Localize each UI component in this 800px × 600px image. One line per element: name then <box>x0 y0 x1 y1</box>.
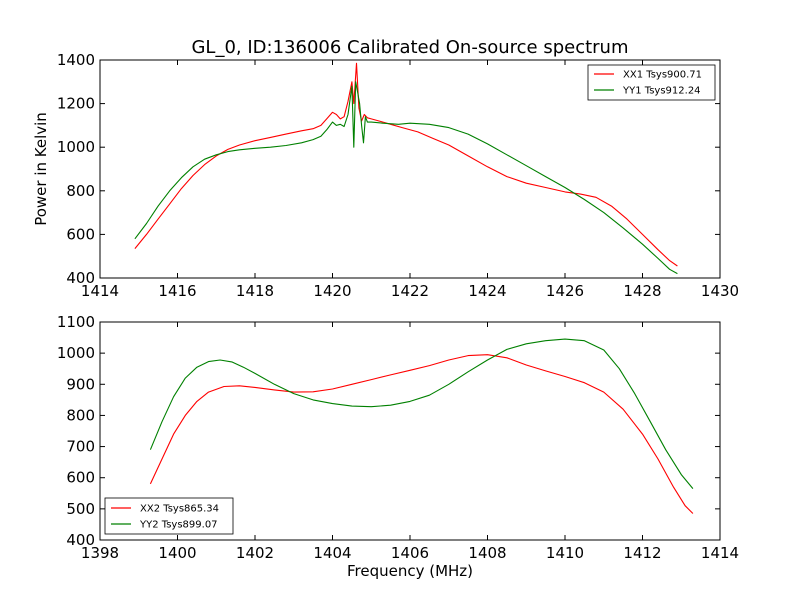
top-series-line-1 <box>134 62 678 267</box>
top-chart-title: GL_0, ID:136006 Calibrated On-source spe… <box>191 37 628 58</box>
bottom-series-line-1 <box>149 354 694 514</box>
bottom-x-tick-label: 1408 <box>468 544 506 562</box>
bottom-x-tick-label: 1398 <box>81 544 119 562</box>
top-x-tick-label: 1414 <box>81 282 119 300</box>
bottom-legend-label-xx2: XX2 Tsys865.34 <box>140 504 219 515</box>
top-y-tick-label: 400 <box>66 269 95 287</box>
bottom-x-axis-label: Frequency (MHz) <box>347 562 473 580</box>
bottom-x-tick-label: 1414 <box>701 544 739 562</box>
bottom-legend: XX2 Tsys865.34 YY2 Tsys899.07 <box>104 497 234 535</box>
bottom-series-line-2 <box>149 338 694 489</box>
bottom-y-tick-label: 600 <box>66 469 95 487</box>
top-legend-label-xx1: XX1 Tsys900.71 <box>623 70 702 81</box>
top-y-tick-label: 1200 <box>57 95 95 113</box>
top-x-tick-label: 1430 <box>701 282 739 300</box>
bottom-x-tick-label: 1400 <box>158 544 196 562</box>
top-x-tick-label: 1416 <box>158 282 196 300</box>
top-y-tick-label: 1000 <box>57 138 95 156</box>
bottom-y-tick-label: 900 <box>66 375 95 393</box>
top-y-tick-label: 600 <box>66 225 95 243</box>
bottom-plot-frame <box>99 321 721 541</box>
top-legend: XX1 Tsys900.71 YY1 Tsys912.24 <box>587 64 716 101</box>
top-legend-label-yy1: YY1 Tsys912.24 <box>622 86 701 97</box>
top-y-axis-label: Power in Kelvin <box>32 112 50 226</box>
bottom-y-tick-label: 400 <box>66 531 95 549</box>
bottom-x-tick-label: 1404 <box>313 544 351 562</box>
top-y-tick-label: 1400 <box>57 51 95 69</box>
top-legend-box <box>587 64 716 101</box>
top-x-tick-label: 1428 <box>623 282 661 300</box>
top-series-layer <box>134 62 678 275</box>
top-x-tick-label: 1420 <box>313 282 351 300</box>
bottom-y-tick-label: 700 <box>66 438 95 456</box>
bottom-y-tick-label: 500 <box>66 500 95 518</box>
bottom-x-tick-label: 1412 <box>623 544 661 562</box>
top-spectrum-panel: GL_0, ID:136006 Calibrated On-source spe… <box>32 37 739 300</box>
top-tick-layer: 1414 1416 1418 1420 1422 1424 1426 1428 1430 400 6… <box>57 51 739 300</box>
bottom-spectrum-panel: Frequency (MHz) 1398 1400 1402 1404 1406 1408… <box>57 313 739 580</box>
top-x-tick-label: 1422 <box>391 282 429 300</box>
bottom-x-tick-label: 1410 <box>546 544 584 562</box>
bottom-x-tick-label: 1406 <box>391 544 429 562</box>
bottom-tick-layer: 1398 1400 1402 1404 1406 1408 1410 1412 1414 400 5… <box>57 313 739 562</box>
bottom-y-tick-label: 1000 <box>57 344 95 362</box>
bottom-legend-label-yy2: YY2 Tsys899.07 <box>139 520 218 531</box>
top-x-tick-label: 1424 <box>468 282 506 300</box>
bottom-x-tick-label: 1402 <box>236 544 274 562</box>
top-y-tick-label: 800 <box>66 182 95 200</box>
bottom-y-tick-label: 800 <box>66 406 95 424</box>
top-x-tick-label: 1426 <box>546 282 584 300</box>
bottom-y-tick-label: 1100 <box>57 313 95 331</box>
bottom-legend-box <box>104 497 234 535</box>
top-series-line-2 <box>134 81 678 275</box>
bottom-series-layer <box>149 338 694 514</box>
top-plot-frame <box>99 59 721 279</box>
top-x-tick-label: 1418 <box>236 282 274 300</box>
